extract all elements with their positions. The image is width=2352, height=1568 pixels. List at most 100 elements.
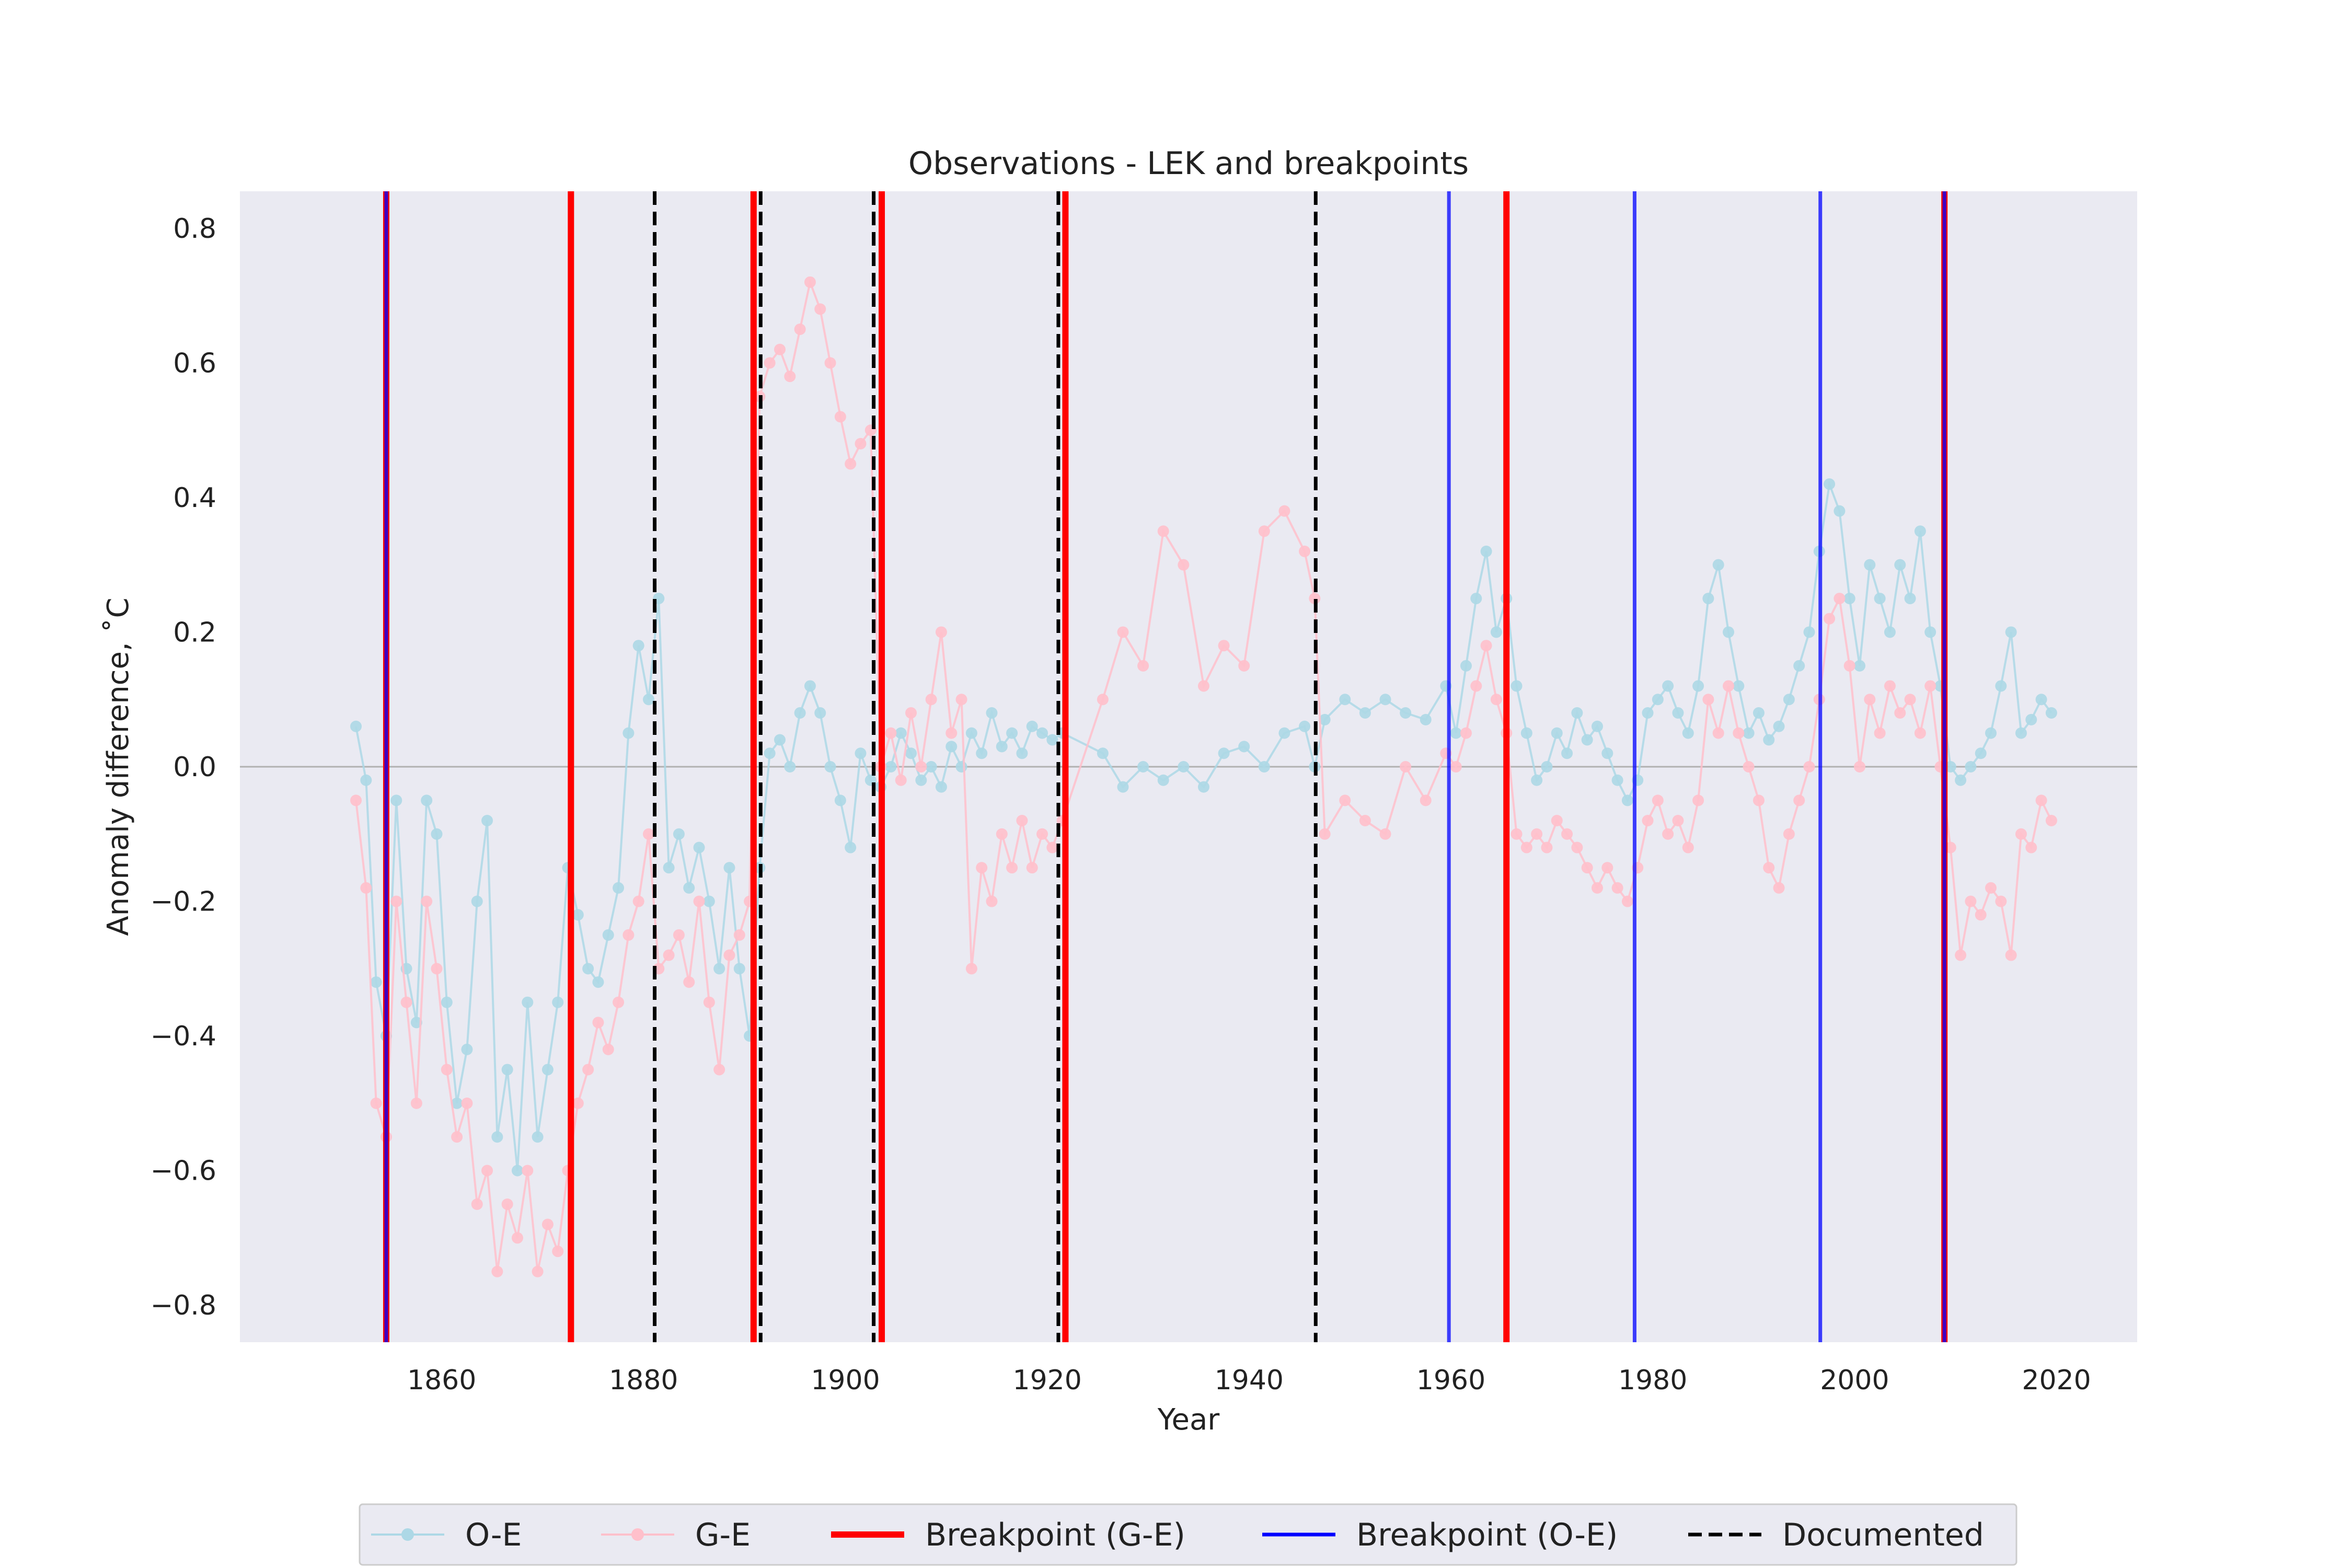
data-point [1672,815,1684,827]
data-point [1511,680,1523,692]
x-tick-label: 1940 [1215,1365,1284,1396]
data-point [2005,626,2017,638]
data-point [1843,660,1855,672]
data-point [2025,841,2037,854]
data-point [946,741,958,753]
data-point [491,1265,503,1277]
data-point [1339,694,1351,706]
data-point [350,794,362,806]
data-point [1379,694,1391,706]
data-point [1995,895,2007,907]
data-point [1692,794,1704,806]
data-point [1944,841,1956,854]
data-point [1783,694,1795,706]
y-tick-label: 0.2 [173,617,216,648]
series-line [355,480,2053,1171]
data-point [1359,815,1371,827]
data-point [1975,747,1987,759]
data-point [1460,660,1472,672]
data-point [1197,680,1209,692]
data-point [2015,828,2027,840]
data-point [1591,882,1603,894]
data-point [2015,727,2027,739]
legend-frame [359,1503,2017,1566]
data-point [845,458,857,470]
data-point [1702,593,1714,605]
data-point [1531,828,1543,840]
x-tick-label: 2020 [2022,1365,2091,1396]
data-point [1480,640,1492,652]
data-point [663,949,675,961]
data-point [481,815,493,827]
data-point [1541,761,1553,773]
data-point [1238,660,1250,672]
data-point [1621,794,1633,806]
data-point [2035,694,2047,706]
data-point [632,895,644,907]
data-point [845,841,857,854]
x-tick-label: 1980 [1618,1365,1687,1396]
data-point [1470,593,1482,605]
data-point [1692,680,1704,692]
data-point [673,828,685,840]
data-point [824,357,836,369]
data-point [925,761,937,773]
data-point [1763,862,1775,874]
x-tick-label: 1920 [1013,1365,1082,1396]
y-tick-label: −0.8 [151,1290,216,1321]
data-point [804,680,816,692]
data-point [1824,478,1836,490]
data-point [511,1232,523,1244]
data-point [824,761,836,773]
data-point [946,727,958,739]
data-point [1944,761,1956,773]
data-point [1955,774,1967,786]
data-point [1955,949,1967,961]
data-point [986,707,998,719]
series-g-e [350,276,2057,1277]
data-point [1914,525,1926,537]
data-point [925,694,937,706]
data-point [1006,727,1018,739]
data-point [2005,949,2017,961]
data-point [955,694,967,706]
data-point [1157,525,1169,537]
data-point [1894,559,1906,571]
data-point [1178,559,1190,571]
data-point [2035,794,2047,806]
data-point [935,626,947,638]
data-point [471,1198,483,1210]
data-point [1571,707,1583,719]
data-point [1117,626,1129,638]
data-point [1218,640,1230,652]
data-point [1359,707,1371,719]
data-point [1652,794,1664,806]
y-tick-labels: 0.8 0.6 0.4 0.2 0.0 −0.2 −0.4 −0.6 −0.8 [151,213,216,1321]
data-point [572,909,584,921]
data-point [703,996,715,1008]
data-point [390,794,402,806]
data-point [1520,841,1532,854]
data-point [541,1218,554,1230]
data-point [1763,734,1775,746]
data-point [622,727,635,739]
data-point [794,707,806,719]
y-tick-label: 0.8 [173,213,216,245]
data-point [1046,841,1058,854]
data-point [1965,761,1977,773]
data-point [1460,727,1472,739]
data-point [421,794,433,806]
data-point [1985,727,1997,739]
data-point [1824,613,1836,625]
data-point [1733,727,1745,739]
data-point [1975,909,1987,921]
data-point [764,747,776,759]
data-point [1197,781,1209,793]
data-point [1854,660,1866,672]
data-point [1924,626,1936,638]
data-point [1299,545,1311,557]
data-point [855,437,867,449]
data-point [733,929,745,941]
data-point [1097,694,1109,706]
y-tick-label: −0.4 [151,1021,216,1052]
